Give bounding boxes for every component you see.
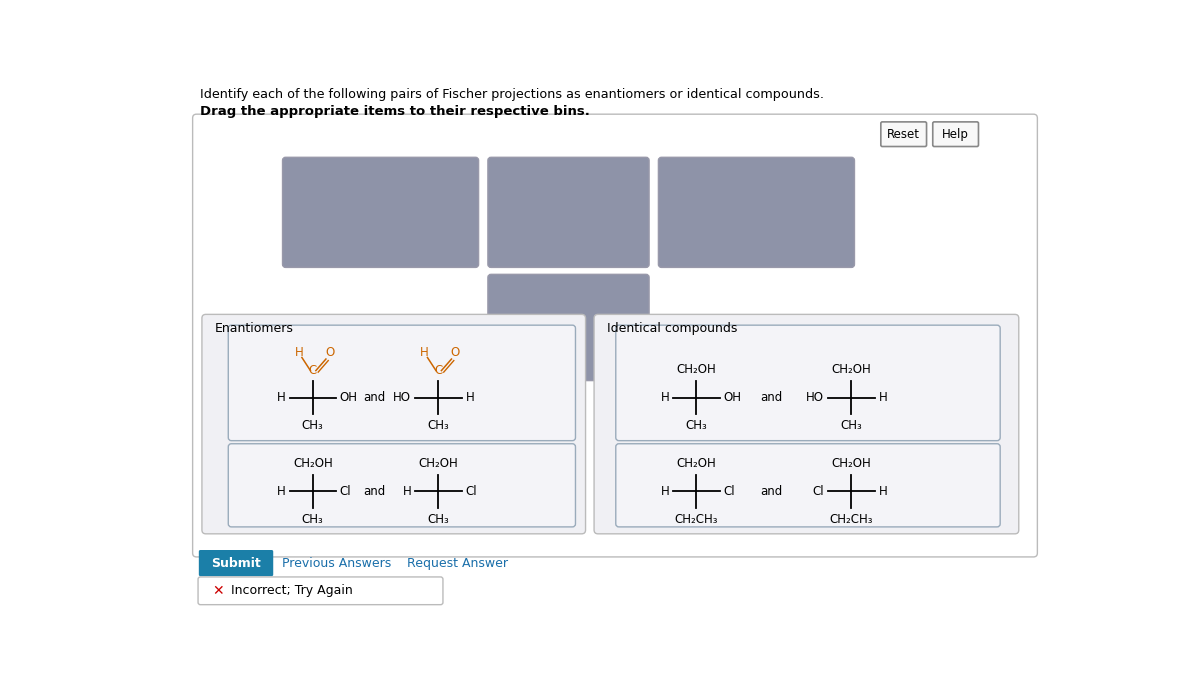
Text: O: O [451,346,460,359]
FancyBboxPatch shape [594,314,1019,534]
Text: Identify each of the following pairs of Fischer projections as enantiomers or id: Identify each of the following pairs of … [200,88,824,101]
Text: ✕: ✕ [212,584,224,598]
Text: Request Answer: Request Answer [407,557,509,569]
Text: Help: Help [942,128,970,140]
Text: H: H [660,485,670,498]
Text: CH₃: CH₃ [840,419,863,432]
Text: CH₃: CH₃ [685,419,707,432]
Text: H: H [277,485,286,498]
Text: HO: HO [394,391,412,404]
FancyBboxPatch shape [616,444,1000,527]
Text: Cl: Cl [466,485,478,498]
Text: C: C [434,364,443,376]
FancyBboxPatch shape [616,325,1000,441]
Text: Cl: Cl [724,485,736,498]
Text: and: and [761,391,782,404]
Text: OH: OH [724,391,742,404]
Text: H: H [402,485,412,498]
Text: CH₃: CH₃ [427,419,449,432]
Text: O: O [325,346,335,359]
Text: CH₃: CH₃ [302,513,324,526]
Text: CH₂OH: CH₂OH [677,457,716,470]
Text: H: H [878,485,887,498]
FancyBboxPatch shape [193,114,1037,557]
Text: CH₂OH: CH₂OH [293,457,332,470]
FancyBboxPatch shape [881,122,926,147]
FancyBboxPatch shape [932,122,978,147]
Text: CH₃: CH₃ [427,513,449,526]
Text: Cl: Cl [340,485,352,498]
Text: Reset: Reset [887,128,920,140]
Text: H: H [420,346,428,359]
FancyBboxPatch shape [199,550,274,576]
FancyBboxPatch shape [659,158,854,267]
Text: CH₂OH: CH₂OH [677,363,716,376]
FancyBboxPatch shape [228,325,576,441]
FancyBboxPatch shape [488,158,649,267]
Text: C: C [308,364,317,376]
Text: Submit: Submit [211,557,260,569]
Text: CH₂CH₃: CH₂CH₃ [829,513,874,526]
FancyBboxPatch shape [282,158,479,267]
Text: H: H [878,391,887,404]
FancyBboxPatch shape [198,577,443,605]
Text: OH: OH [340,391,358,404]
Text: CH₂OH: CH₂OH [832,457,871,470]
Text: Enantiomers: Enantiomers [215,322,294,335]
FancyBboxPatch shape [228,444,576,527]
Text: Drag the appropriate items to their respective bins.: Drag the appropriate items to their resp… [200,105,590,118]
Text: and: and [364,391,386,404]
Text: CH₂OH: CH₂OH [419,457,458,470]
Text: H: H [466,391,474,404]
Text: and: and [364,485,386,498]
Text: CH₃: CH₃ [302,419,324,432]
Text: CH₂CH₃: CH₂CH₃ [674,513,718,526]
Text: CH₂OH: CH₂OH [832,363,871,376]
Text: Cl: Cl [812,485,824,498]
Text: H: H [294,346,304,359]
Text: Incorrect; Try Again: Incorrect; Try Again [232,584,353,597]
FancyBboxPatch shape [202,314,586,534]
Text: Identical compounds: Identical compounds [607,322,738,335]
Text: HO: HO [806,391,824,404]
Text: Previous Answers: Previous Answers [282,557,391,569]
Text: H: H [277,391,286,404]
Text: H: H [660,391,670,404]
FancyBboxPatch shape [488,274,649,381]
Text: and: and [761,485,782,498]
